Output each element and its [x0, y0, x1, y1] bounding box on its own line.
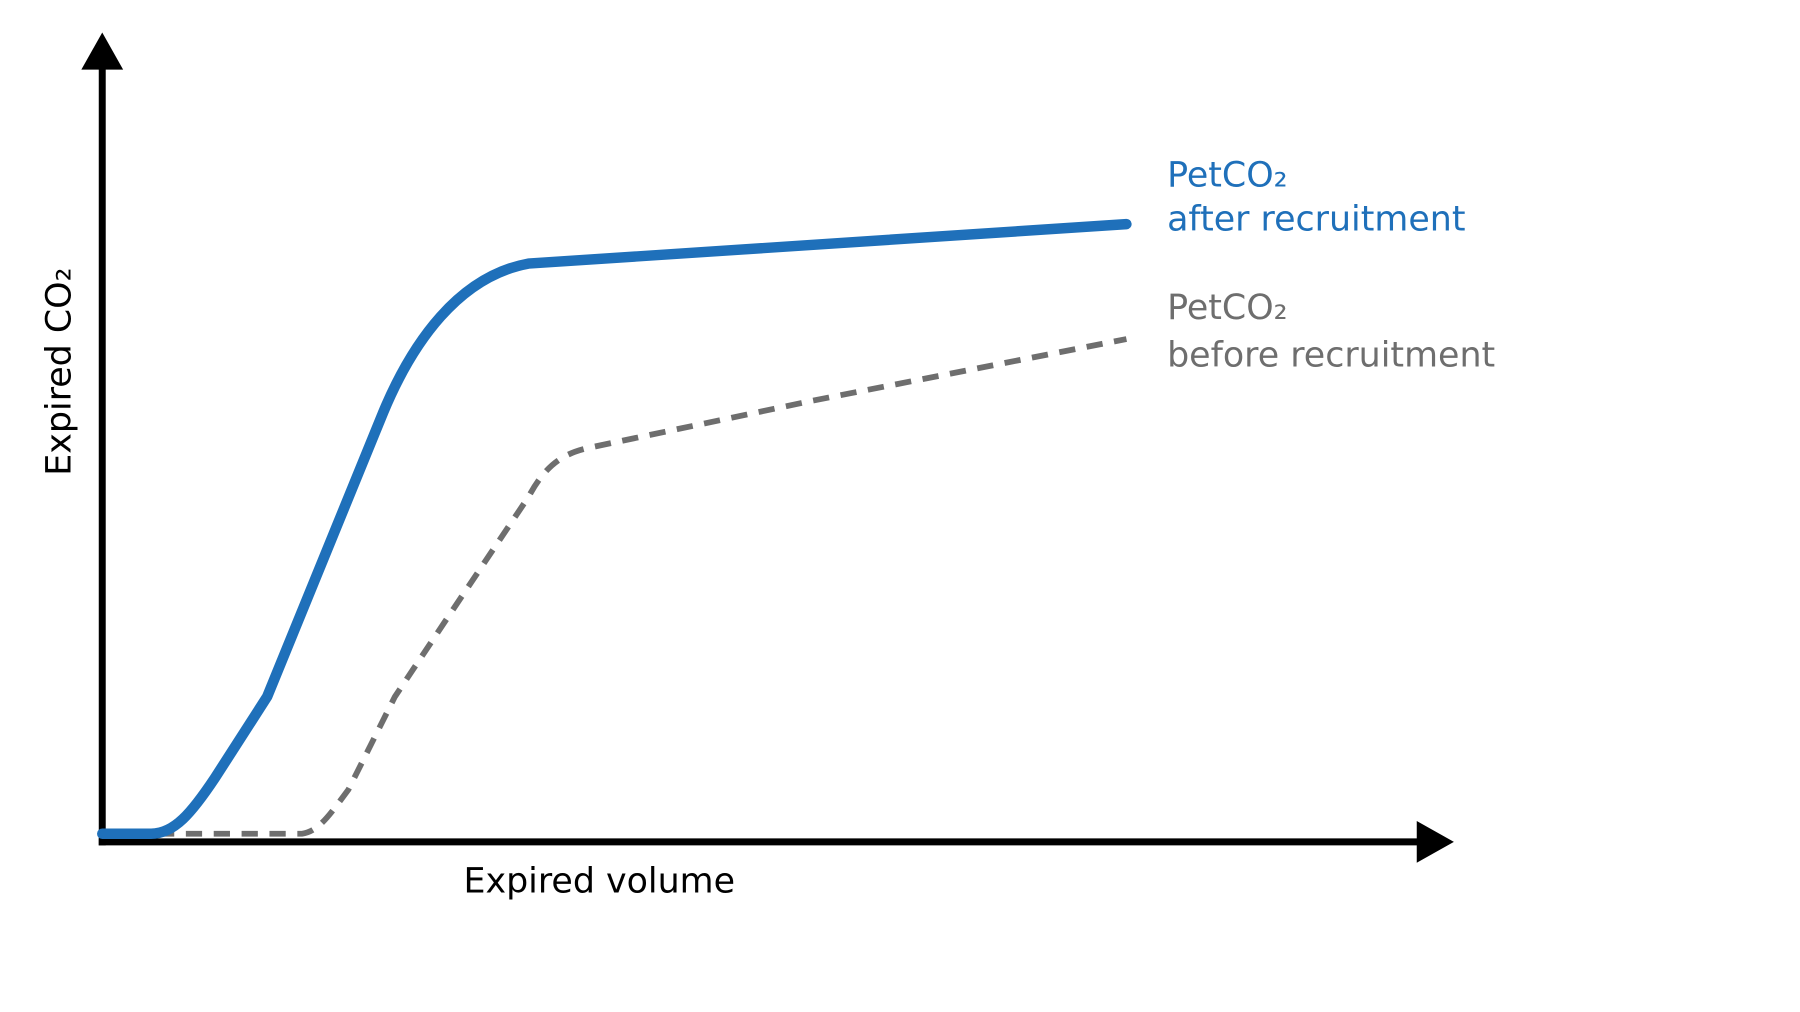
curve-label: PetCO₂ — [1167, 156, 1288, 196]
y-axis-arrow — [81, 32, 124, 70]
x-axis-arrow — [1416, 820, 1454, 863]
curve-label: PetCO₂ — [1167, 288, 1288, 328]
curve-label: after recruitment — [1167, 200, 1465, 240]
curve-label: before recruitment — [1167, 335, 1495, 375]
curve-after — [97, 218, 1132, 839]
curve-before — [102, 336, 1127, 837]
y-axis-label: Expired CO₂ — [39, 267, 79, 475]
x-axis-label: Expired volume — [463, 862, 735, 902]
